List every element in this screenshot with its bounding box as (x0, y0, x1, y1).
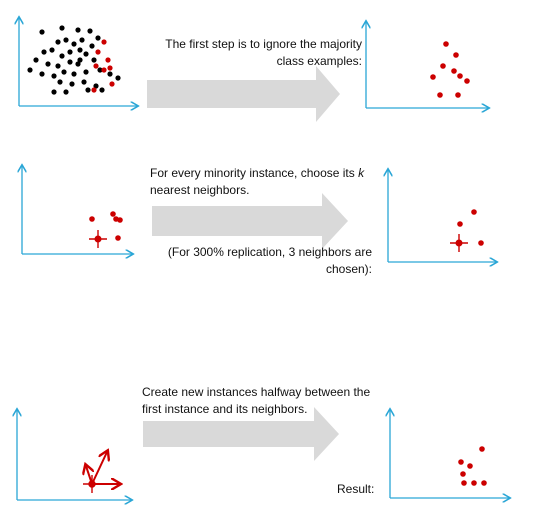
step2-caption: For every minority instance, choose its … (150, 165, 400, 199)
step1-line1: The first step is to ignore the majority (165, 37, 362, 51)
minority-points (91, 39, 115, 93)
selected-instance-marker (83, 475, 101, 493)
minority-points (457, 209, 484, 246)
result-label: Result: (337, 482, 375, 496)
step2-note-line2: chosen): (325, 262, 372, 276)
plot-all-instances (19, 18, 137, 106)
selected-instance-marker (450, 234, 468, 252)
plot-result (390, 410, 509, 498)
step2-note: (For 300% replication, 3 neighbors are c… (150, 244, 372, 278)
k-variable: k (358, 166, 365, 180)
step3-line2: first instance and its neighbors. (142, 402, 308, 416)
plot-neighbors-result (388, 170, 496, 262)
selected-instance-marker (89, 230, 107, 248)
step-arrow-2 (152, 193, 348, 249)
step1-caption: The first step is to ignore the majority… (140, 36, 362, 70)
step2-line2: nearest neighbors. (150, 183, 250, 197)
step2-line1: For every minority instance, choose its (150, 166, 355, 180)
neighbor-vectors (86, 452, 119, 484)
step3-line1: Create new instances halfway between the (142, 385, 371, 399)
minority-points (89, 211, 123, 241)
step2-line1-wrap: For every minority instance, choose its … (150, 165, 400, 182)
minority-points (458, 446, 487, 486)
step1-line2: class examples: (276, 54, 362, 68)
step3-caption: Create new instances halfway between the… (142, 384, 392, 418)
majority-points (27, 25, 121, 95)
plot-neighbors (22, 166, 132, 254)
minority-points (430, 41, 470, 98)
step-arrow-1 (147, 66, 340, 122)
step-arrow-3 (143, 407, 339, 461)
plot-synthetic (17, 410, 131, 500)
plot-minority-only (366, 22, 488, 108)
step2-note-line1: (For 300% replication, 3 neighbors are (167, 245, 372, 259)
